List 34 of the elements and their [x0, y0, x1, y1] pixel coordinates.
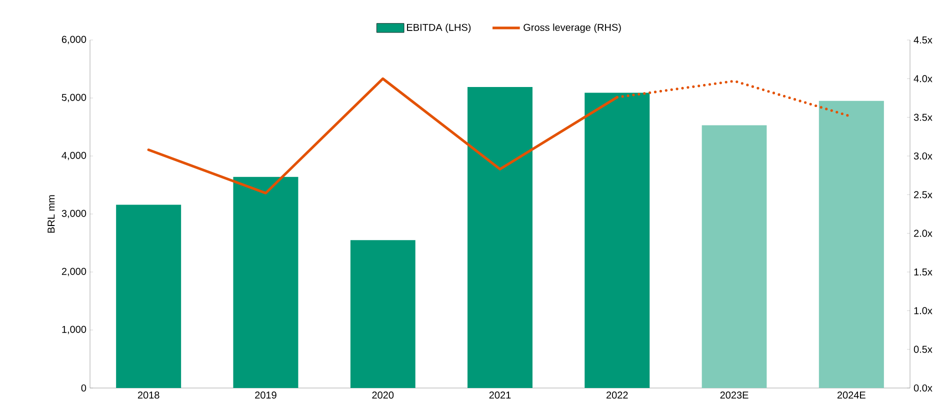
bar	[233, 176, 298, 388]
y2-tick-label: 4.5x	[914, 36, 932, 44]
y2-tick-label: 2.5x	[914, 191, 932, 198]
y2-tick-label: 2.0x	[914, 230, 932, 237]
y-tick-label: 5,000	[62, 94, 86, 102]
bar	[468, 86, 532, 388]
bar	[702, 125, 767, 388]
y2-tick-label: 0.5x	[914, 346, 932, 353]
x-tick-label: 2021	[489, 392, 511, 399]
y2-tick-label: 4.0x	[914, 75, 932, 82]
y-tick-label: 4,000	[62, 152, 86, 160]
y-tick-label: 2,000	[62, 268, 86, 276]
legend-label: EBITDA (LHS)	[407, 24, 471, 33]
y-axis-title: BRL mm	[48, 195, 55, 233]
x-tick-label: 2019	[255, 392, 276, 399]
x-tick-label: 2023E	[720, 392, 748, 399]
y-tick-label: 1,000	[62, 326, 86, 334]
y-tick-label: 0	[81, 384, 86, 392]
y2-tick-label: 1.0x	[914, 307, 932, 314]
x-tick-label: 2020	[372, 392, 394, 399]
bar	[818, 100, 884, 388]
x-tick-label: 2022	[606, 392, 628, 399]
bar	[350, 240, 416, 388]
legend-label: Gross leverage (RHS)	[524, 24, 621, 33]
y2-tick-label: 1.5x	[914, 268, 932, 276]
x-tick-label: 2024E	[837, 392, 866, 399]
bar	[584, 92, 650, 388]
x-tick-label: 2018	[138, 392, 160, 399]
y2-tick-label: 3.5x	[914, 114, 932, 121]
y-tick-label: 6,000	[62, 36, 86, 44]
bar	[116, 204, 182, 388]
y2-tick-label: 3.0x	[914, 152, 932, 160]
y-tick-label: 3,000	[62, 210, 86, 218]
y2-tick-label: 0.0x	[914, 384, 932, 392]
